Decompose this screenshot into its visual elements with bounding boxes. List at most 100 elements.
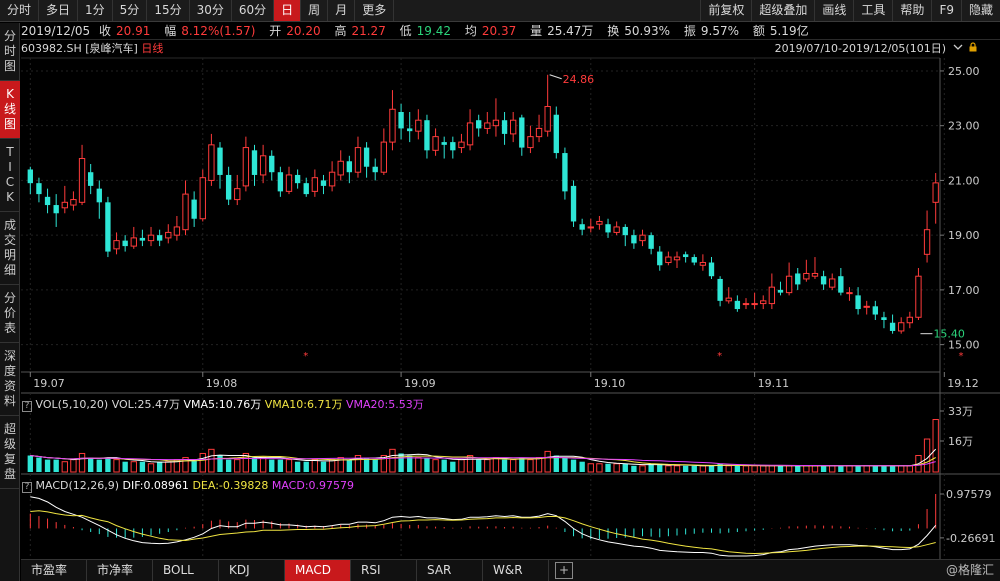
indicator-tab-2[interactable]: BOLL (153, 560, 219, 581)
candle-76 (682, 251, 689, 263)
volume-legend-help-box[interactable]: ? (22, 401, 32, 412)
sidebar-item-3[interactable]: 成交明细 (0, 212, 20, 285)
amplitude-label: 振 (683, 24, 696, 38)
amplitude-value: 9.57% (700, 24, 740, 38)
tool-button-4[interactable]: 帮助 (892, 0, 931, 21)
period-button-3[interactable]: 5分 (113, 0, 148, 21)
candle-40 (372, 158, 378, 181)
candle-80 (717, 276, 723, 307)
volume-bar-34 (320, 461, 327, 472)
candle-54 (492, 98, 500, 137)
candle-9 (105, 196, 111, 258)
volume-bar-5 (70, 459, 77, 473)
annotation-1: 15.40 (933, 328, 965, 341)
sidebar-item-5[interactable]: 深度资料 (0, 343, 20, 416)
candle-62 (562, 147, 568, 200)
indicator-tab-5[interactable]: RSI (351, 560, 417, 581)
add-tab-button[interactable]: + (555, 562, 573, 579)
period-button-8[interactable]: 周 (301, 0, 329, 21)
turnover-value: 50.93% (624, 24, 671, 38)
volume-bar-90 (803, 465, 810, 473)
volume-bar-74 (665, 465, 672, 473)
candle-3 (53, 194, 59, 227)
volume-bar-64 (579, 461, 585, 472)
event-star-icon-0: * (303, 351, 308, 362)
volume-bar-53 (484, 459, 491, 473)
volume-bar-14 (147, 463, 155, 473)
volume-bar-27 (259, 457, 267, 473)
candle-24 (234, 174, 241, 206)
candle-45 (415, 109, 422, 140)
volume-bar-82 (734, 465, 741, 472)
tool-button-5[interactable]: F9 (931, 0, 961, 21)
candle-89 (795, 268, 801, 290)
volume-bar-55 (501, 459, 508, 472)
sidebar-item-0[interactable]: 分时图 (0, 23, 20, 81)
candle-97 (863, 300, 870, 315)
candle-101 (898, 317, 905, 334)
tool-button-3[interactable]: 工具 (853, 0, 892, 21)
indicator-tab-4[interactable]: MACD (285, 560, 351, 581)
volume-bar-95 (846, 465, 853, 473)
candle-2 (44, 188, 51, 214)
candle-63 (570, 180, 577, 227)
dropdown-arrow-icon[interactable] (953, 42, 963, 52)
volume-tick-label-1: 16万 (948, 435, 973, 448)
period-button-4[interactable]: 15分 (147, 0, 190, 21)
volume-bar-36 (337, 457, 344, 473)
volume-bar-73 (657, 463, 663, 472)
sidebar-item-6[interactable]: 超级复盘 (0, 416, 20, 489)
candle-67 (605, 218, 611, 238)
period-button-10[interactable]: 更多 (355, 0, 395, 21)
indicator-tab-7[interactable]: W&R (483, 560, 549, 581)
volume-bar-59 (535, 457, 543, 473)
candle-78 (699, 254, 707, 271)
period-button-1[interactable]: 多日 (39, 0, 79, 21)
sidebar-item-4[interactable]: 分价表 (0, 285, 20, 343)
event-star-icon-1: * (717, 351, 722, 362)
period-button-0[interactable]: 分时 (0, 0, 40, 21)
candle-13 (139, 229, 146, 247)
tool-button-2[interactable]: 画线 (814, 0, 853, 21)
indicator-tab-3[interactable]: KDJ (219, 560, 285, 581)
period-buttons: 分时 多日 1分 5分 15分 30分 60分日周月更多 (0, 0, 395, 21)
indicator-tab-1[interactable]: 市净率 (87, 560, 153, 581)
candle-71 (639, 229, 646, 247)
macd-tick-label-1: -0.26691 (946, 532, 995, 545)
candle-98 (872, 300, 879, 320)
macd-legend-help-box[interactable]: ? (22, 482, 32, 493)
candle-26 (251, 144, 258, 186)
candle-30 (285, 166, 293, 195)
period-button-5[interactable]: 30分 (190, 0, 232, 21)
tool-button-1[interactable]: 超级叠加 (751, 0, 814, 21)
volume-bar-44 (407, 455, 413, 472)
volume-tick-label-0: 33万 (948, 405, 973, 418)
tool-button-6[interactable]: 隐藏 (960, 0, 1000, 21)
candle-58 (527, 125, 534, 154)
period-button-6[interactable]: 60分 (232, 0, 275, 21)
candle-70 (631, 229, 637, 249)
candle-90 (803, 259, 810, 282)
indicator-tab-0[interactable]: 市盈率 (21, 560, 87, 581)
volume-bar-102 (906, 465, 913, 473)
amount-label: 额 (752, 24, 765, 38)
tool-button-0[interactable]: 前复权 (700, 0, 751, 21)
volume-bar-92 (820, 465, 827, 472)
volume-bar-69 (622, 463, 628, 472)
volume-bar-15 (156, 461, 163, 472)
indicator-tab-6[interactable]: SAR (417, 560, 483, 581)
time-tick-label-1: 19.08 (206, 377, 238, 390)
period-button-9[interactable]: 月 (328, 0, 356, 21)
candle-105 (932, 173, 939, 224)
candle-99 (881, 311, 887, 329)
period-button-7[interactable]: 日 (274, 0, 302, 21)
volume-bar-97 (863, 465, 870, 473)
period-button-2[interactable]: 1分 (78, 0, 113, 21)
candle-91 (811, 257, 819, 279)
volume-bar-105 (932, 419, 939, 473)
lock-icon[interactable] (968, 42, 978, 52)
vma10-value: VMA10:6.71万 (264, 398, 343, 411)
volume-bar-16 (165, 461, 172, 473)
